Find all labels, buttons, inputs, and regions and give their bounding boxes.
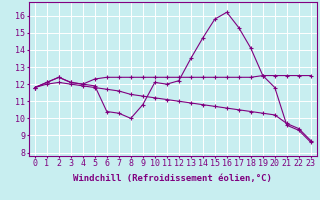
X-axis label: Windchill (Refroidissement éolien,°C): Windchill (Refroidissement éolien,°C) bbox=[73, 174, 272, 183]
